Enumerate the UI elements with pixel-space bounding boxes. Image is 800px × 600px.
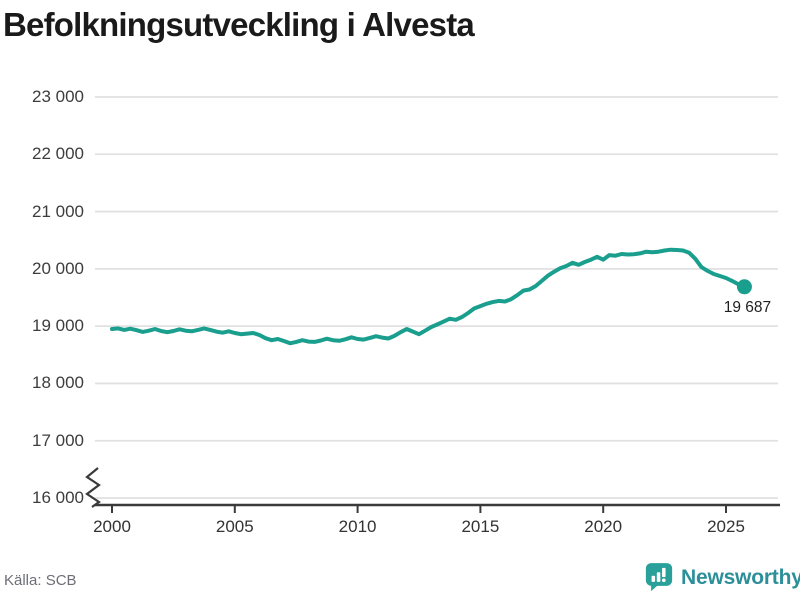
y-tick-label: 22 000 [32, 144, 84, 164]
y-tick-label: 20 000 [32, 258, 84, 278]
axis-break-icon [85, 467, 101, 508]
x-tick-label: 2005 [215, 517, 254, 536]
y-tick-label: 18 000 [32, 373, 84, 393]
population-line [110, 247, 747, 346]
x-tick-label: 2000 [93, 517, 131, 536]
y-tick-label: 19 000 [32, 316, 84, 336]
y-tick-label: 21 000 [32, 201, 84, 221]
x-tick-label: 2025 [707, 517, 745, 536]
y-tick-label: 23 000 [32, 87, 84, 106]
newsworthy-logo[interactable]: Newsworthy [645, 562, 800, 593]
brand-name: Newsworthy [681, 565, 800, 589]
chart-title: Befolkningsutveckling i Alvesta [3, 6, 475, 43]
x-tick-label: 2010 [338, 517, 377, 536]
last-value-label: 19 687 [723, 298, 772, 316]
population-line-chart [85, 96, 780, 513]
y-tick-label: 16 000 [32, 488, 84, 507]
x-tick-label: 2015 [461, 517, 500, 536]
end-point-dot [736, 279, 752, 295]
source-note: Källa: SCB [4, 572, 77, 589]
y-tick-label: 17 000 [32, 430, 84, 450]
bar-chart-speech-bubble-icon [645, 563, 673, 592]
x-tick-label: 2020 [584, 517, 623, 536]
